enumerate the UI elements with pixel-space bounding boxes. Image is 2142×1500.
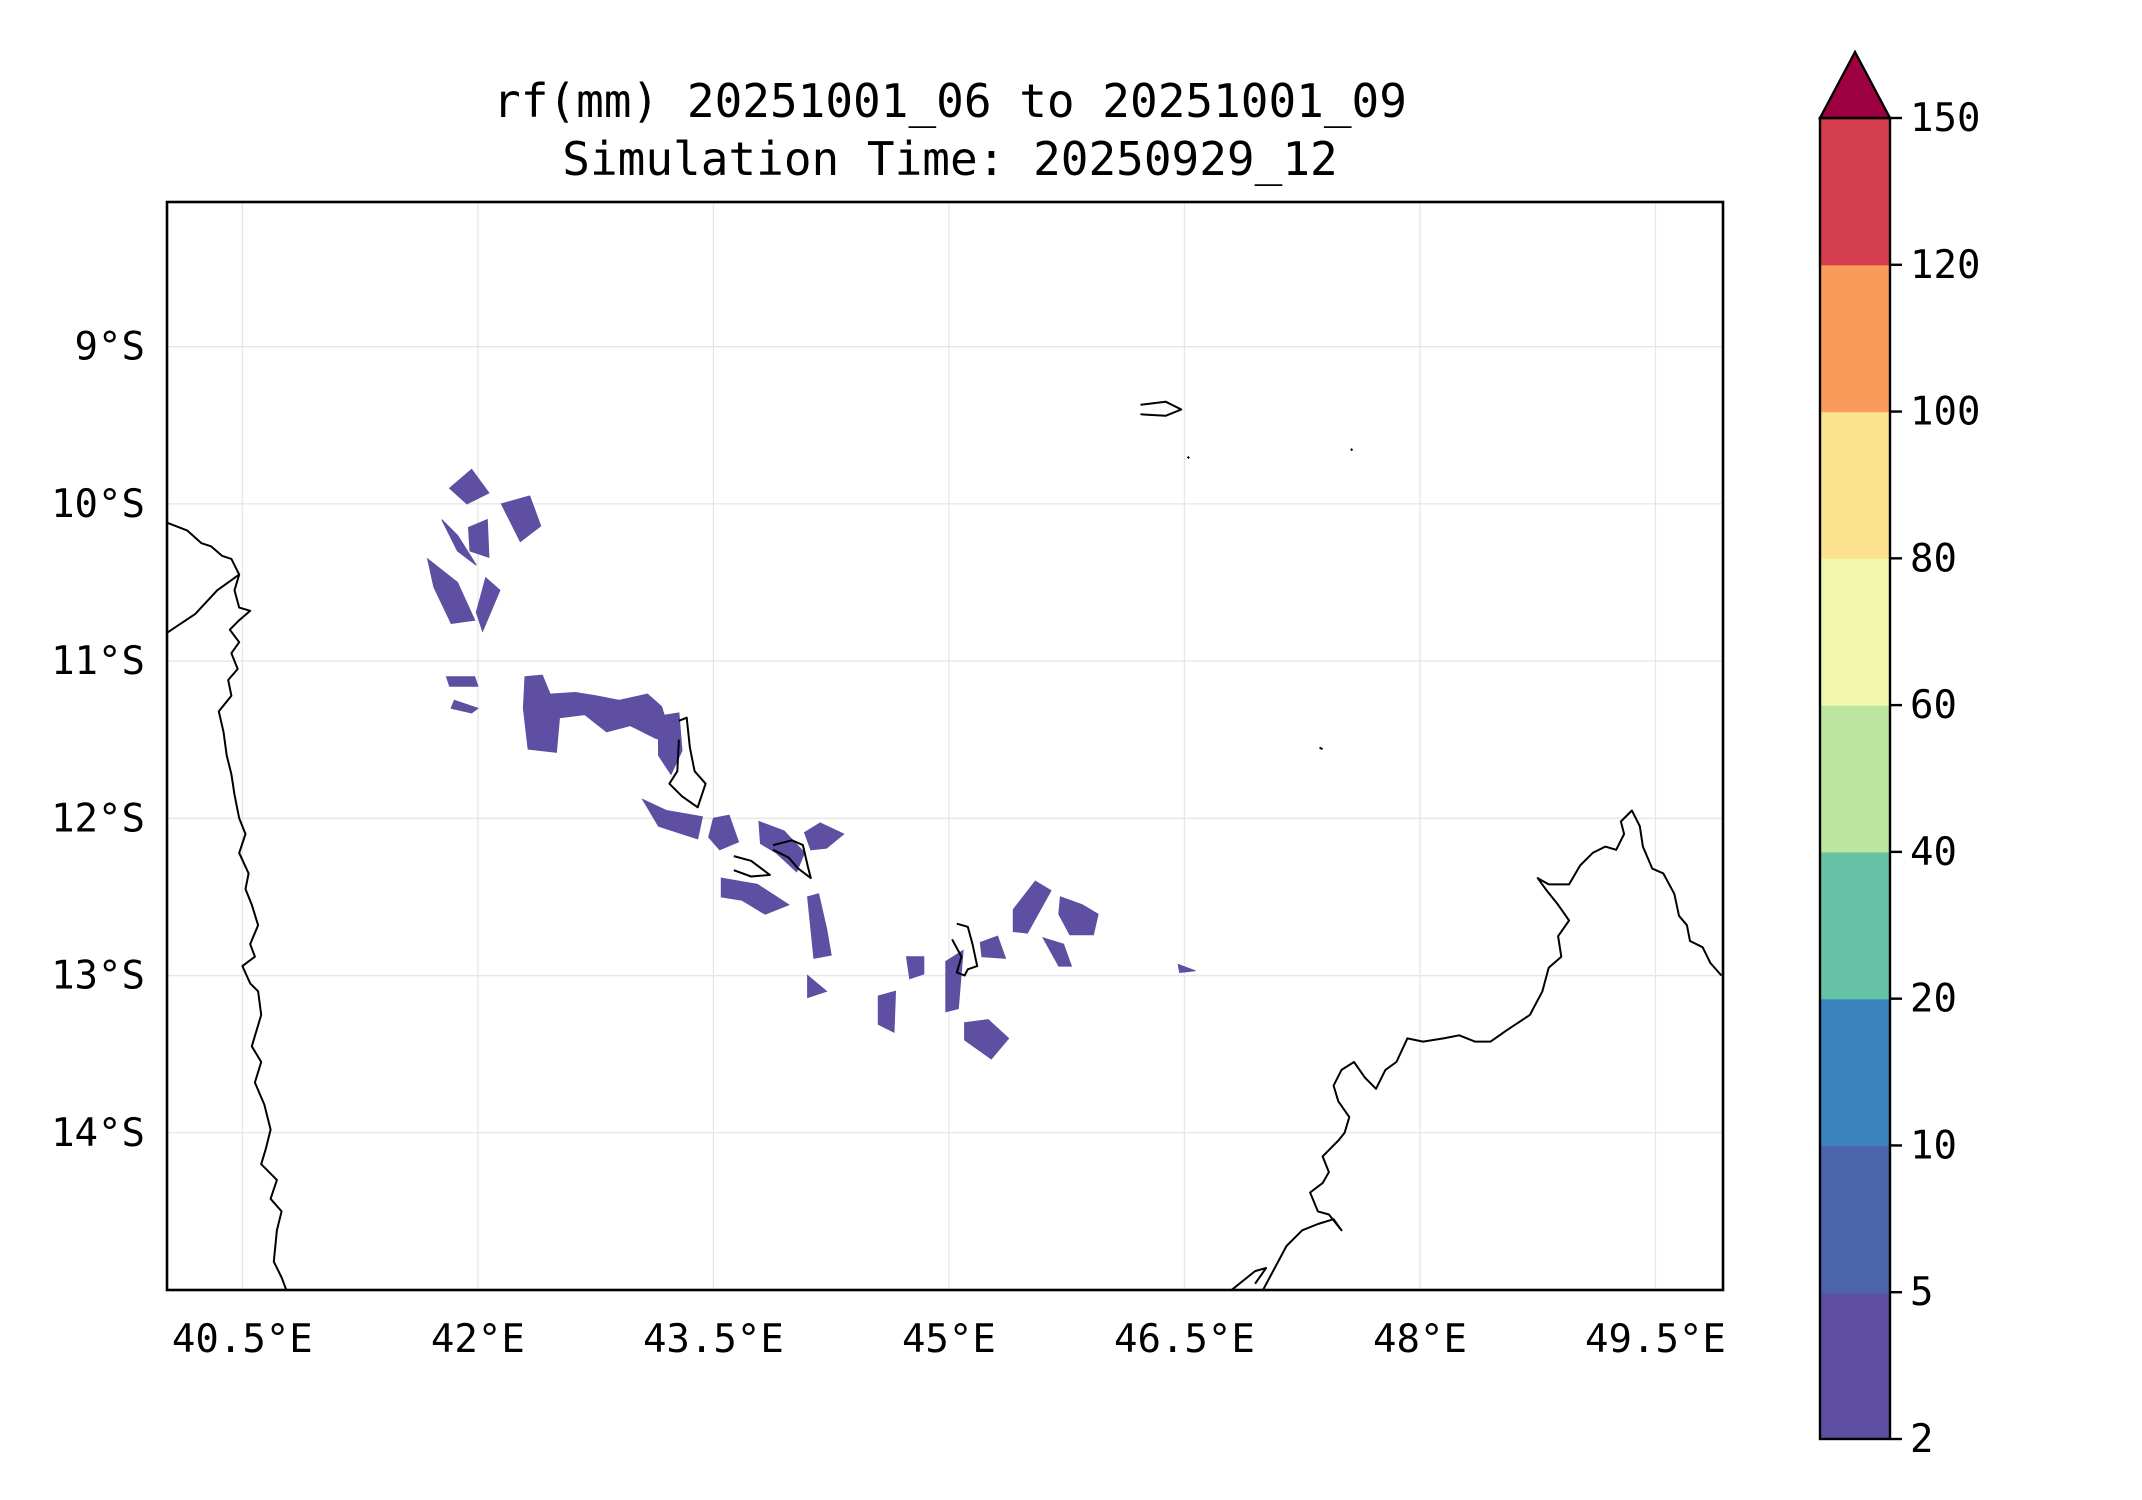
rainfall-cell <box>1177 963 1196 973</box>
colorbar-tick-label: 10 <box>1910 1123 1957 1168</box>
colorbar-frame <box>1818 116 1892 1441</box>
rainfall-cell <box>803 822 845 851</box>
lat-tick-label: 12°S <box>51 796 145 841</box>
colorbar-segment <box>1820 851 1890 1000</box>
lon-tick-label: 40.5°E <box>172 1317 313 1362</box>
rainfall-cell <box>641 798 703 840</box>
colorbar-segment <box>1820 264 1890 413</box>
map-frame <box>165 200 1725 1292</box>
colorbar-segment <box>1820 998 1890 1147</box>
rainfall-cell <box>708 814 740 851</box>
lon-tick-label: 45°E <box>902 1317 996 1362</box>
colorbar-tick-label: 60 <box>1910 683 1957 728</box>
rainfall-cell <box>445 676 479 687</box>
lat-tick-label: 11°S <box>51 639 145 684</box>
colorbar-tick-label: 150 <box>1910 96 1980 141</box>
colorbar-segment <box>1820 1292 1890 1440</box>
colorbar-tick-label: 80 <box>1910 536 1957 581</box>
coastline <box>1186 455 1190 460</box>
coastline <box>772 839 812 880</box>
figure-title-line2: Simulation Time: 20250929_12 <box>562 132 1337 186</box>
longitude-tick-labels: 40.5°E 42°E 43.5°E 45°E 46.5°E 48°E 49.5°E <box>172 1317 1726 1362</box>
lon-tick-label: 48°E <box>1373 1317 1467 1362</box>
colorbar-tick-label: 120 <box>1910 243 1980 288</box>
rainfall-cell <box>441 519 477 566</box>
coastline <box>951 922 979 977</box>
rainfall-cell <box>720 877 790 915</box>
coastline <box>167 573 240 634</box>
coastline <box>668 716 707 809</box>
colorbar-tick-label: 40 <box>1910 830 1957 875</box>
rainfall-cell <box>450 699 479 714</box>
coastline <box>1319 746 1324 751</box>
rainfall-cell <box>807 974 828 999</box>
rainfall-cell <box>658 712 683 776</box>
rainfall-cell <box>426 557 476 624</box>
colorbar-segment <box>1820 118 1890 266</box>
gridlines <box>167 202 1723 1290</box>
colorbar-segment <box>1820 411 1890 559</box>
rainfall-cell <box>448 468 490 505</box>
latitude-tick-labels: 9°S 10°S 11°S 12°S 13°S 14°S <box>51 325 145 1156</box>
colorbar-segment <box>1820 1145 1890 1293</box>
figure-title-line1: rf(mm) 20251001_06 to 20251001_09 <box>493 74 1407 128</box>
rainfall-cell <box>807 893 832 959</box>
rainfall-cell <box>467 518 490 559</box>
coastlines <box>167 400 1723 1290</box>
coastline <box>1262 809 1723 1290</box>
rainfall-cell <box>964 1019 1010 1060</box>
coastline <box>1230 1267 1268 1290</box>
coastline <box>167 521 288 1290</box>
coastline <box>1140 400 1183 417</box>
lon-tick-label: 43.5°E <box>643 1317 784 1362</box>
coastline <box>1350 448 1354 452</box>
rainfall-cell <box>1012 880 1052 934</box>
lat-tick-label: 9°S <box>75 325 145 370</box>
colorbar-segment <box>1820 705 1890 853</box>
lat-tick-label: 10°S <box>51 482 145 527</box>
rainfall-cell <box>758 820 806 873</box>
rainfall-cell <box>1042 936 1073 967</box>
colorbar-segment <box>1820 558 1890 706</box>
rainfall-cell <box>500 495 542 543</box>
lat-tick-label: 13°S <box>51 954 145 999</box>
colorbar-tick-label: 20 <box>1910 977 1957 1022</box>
coastline <box>733 855 771 878</box>
lat-tick-label: 14°S <box>51 1111 145 1156</box>
colorbar-tick-label: 5 <box>1910 1270 1933 1315</box>
lon-tick-label: 49.5°E <box>1585 1317 1726 1362</box>
rainfall-cell <box>979 935 1007 959</box>
colorbar: 2 5 10 20 40 60 80 100 120 150 <box>1818 49 1980 1462</box>
rainfall-cell <box>475 576 501 633</box>
colorbar-tick-label: 100 <box>1910 390 1980 435</box>
rainfall-cell <box>877 990 897 1033</box>
rainfall-field <box>426 468 1196 1060</box>
rainfall-cell <box>1058 896 1099 936</box>
lon-tick-label: 42°E <box>431 1317 525 1362</box>
colorbar-extend-arrow <box>1818 49 1892 120</box>
lon-tick-label: 46.5°E <box>1114 1317 1255 1362</box>
colorbar-tick-label: 2 <box>1910 1417 1933 1462</box>
rainfall-cell <box>522 674 674 753</box>
rainfall-cell <box>905 956 925 980</box>
